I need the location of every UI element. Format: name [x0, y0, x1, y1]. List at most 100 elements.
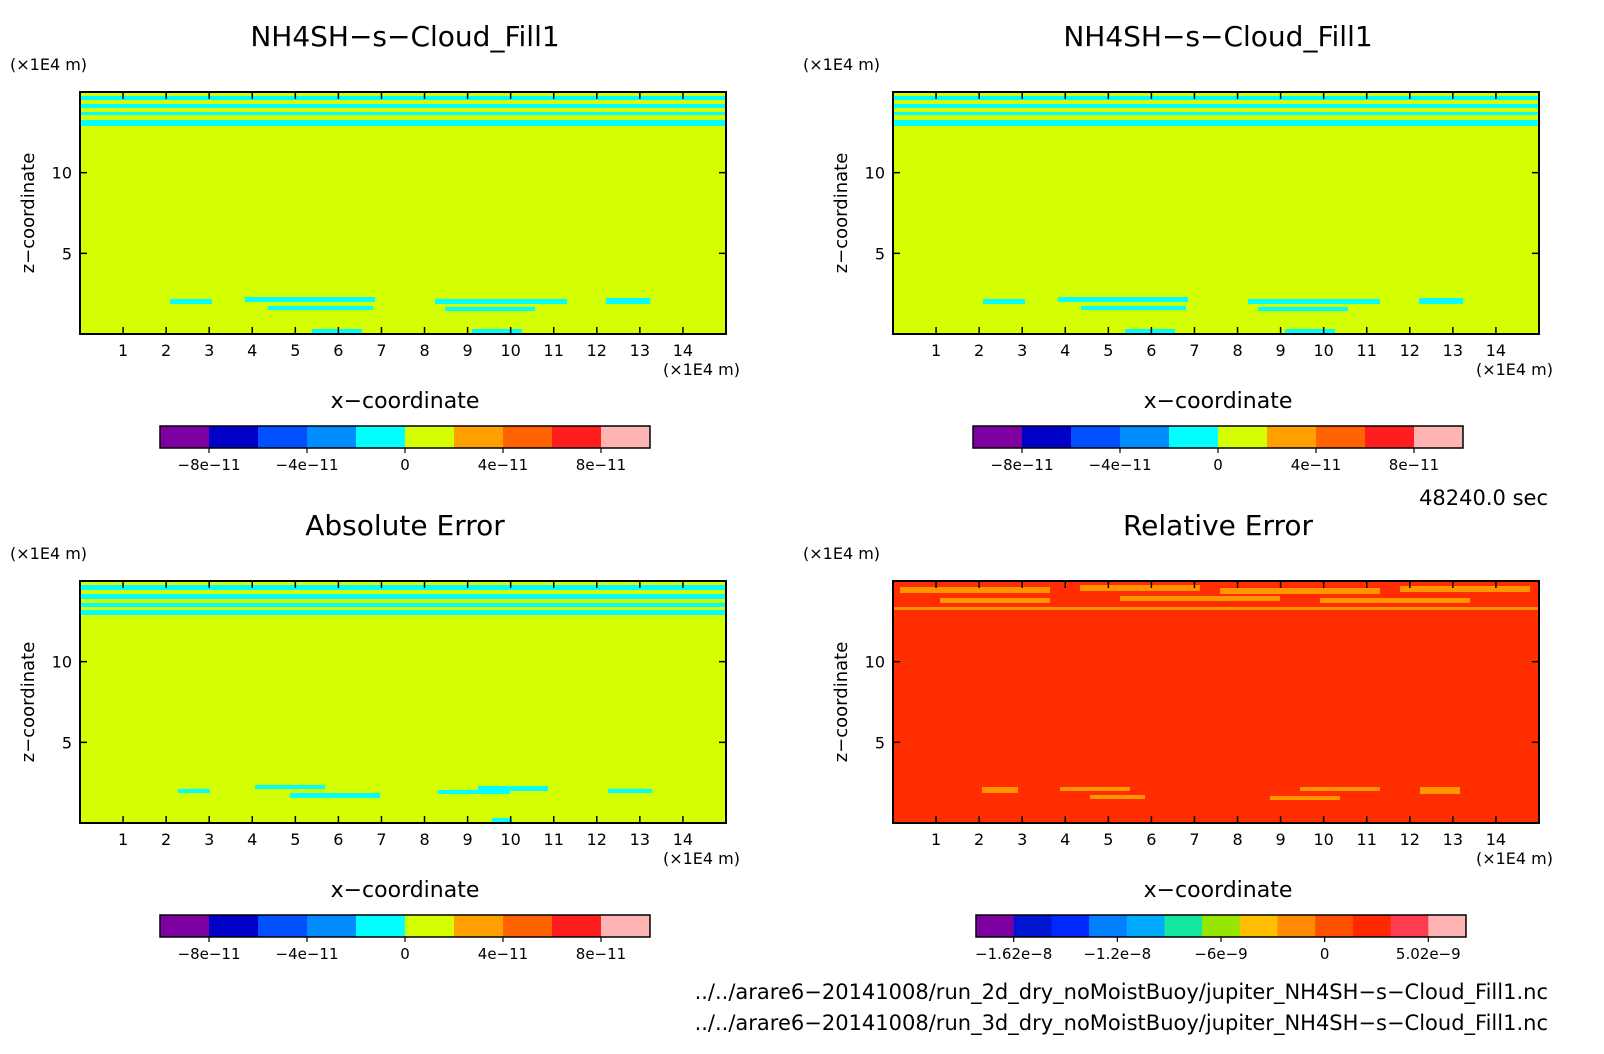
- colorbar-swatch: [976, 915, 1015, 937]
- pattern-band: [1320, 598, 1470, 603]
- pattern-band: [893, 96, 1539, 100]
- pattern-blob: [290, 793, 380, 798]
- y-tick-label: 10: [52, 164, 72, 183]
- pattern-band: [1220, 588, 1380, 594]
- y-tick-label: 10: [52, 653, 72, 672]
- pattern-blob: [445, 307, 535, 311]
- colorbar-swatch: [160, 915, 210, 937]
- colorbar-swatch: [973, 426, 1023, 448]
- x-axis-ticks: 1 2 3 4 5 6 7 8 9 10 11 12 13 14: [118, 830, 693, 849]
- x-tick-label: 11: [1357, 830, 1377, 849]
- colorbar-swatch: [1218, 426, 1268, 448]
- colorbar: −8e−11 −4e−11 0 4e−11 8e−11: [159, 914, 651, 963]
- colorbar-swatch: [1071, 426, 1121, 448]
- y-tick-label: 5: [62, 733, 72, 752]
- x-tick-label: 1: [931, 830, 941, 849]
- y-axis-ticks: 5 10: [52, 164, 72, 264]
- pattern-blob: [312, 329, 362, 334]
- y-tick-label: 5: [875, 244, 885, 263]
- colorbar: −8e−11 −4e−11 0 4e−11 8e−11: [159, 425, 651, 474]
- x-tick-label: 5: [290, 830, 300, 849]
- pattern-blob: [1081, 306, 1186, 310]
- x-tick-label: 13: [630, 830, 650, 849]
- colorbar-swatch: [307, 915, 357, 937]
- plot-frame: [892, 91, 1540, 335]
- colorbar: −8e−11 −4e−11 0 4e−11 8e−11: [972, 425, 1464, 474]
- x-tick-label: 2: [161, 341, 171, 360]
- colorbar-swatch: [1315, 915, 1354, 937]
- pattern-blob: [268, 306, 373, 310]
- field-background: [893, 92, 1539, 334]
- pattern-blob: [438, 790, 510, 794]
- pattern-blob: [606, 298, 650, 304]
- pattern-blob: [982, 787, 1018, 793]
- pattern-blob: [1125, 329, 1175, 334]
- colorbar-swatch: [1120, 426, 1170, 448]
- pattern-blob: [245, 297, 375, 302]
- x-tick-label: 12: [587, 830, 607, 849]
- x-tick-label: 9: [463, 341, 473, 360]
- colorbar-label: 4e−11: [1291, 456, 1341, 474]
- panel-bottom-right: Relative Error (×1E4 m): [803, 509, 1553, 963]
- colorbar-label: 0: [400, 945, 410, 963]
- colorbar-swatch: [601, 426, 651, 448]
- colorbar-label: 4e−11: [478, 945, 528, 963]
- x-tick-label: 7: [376, 341, 386, 360]
- x-tick-label: 14: [1486, 341, 1506, 360]
- colorbar-label: −4e−11: [276, 945, 339, 963]
- pattern-blob: [170, 299, 212, 304]
- y-tick-label: 5: [62, 244, 72, 263]
- pattern-blob: [1258, 307, 1348, 311]
- x-tick-label: 13: [1443, 341, 1463, 360]
- pattern-band: [80, 120, 726, 126]
- y-unit-label: (×1E4 m): [803, 55, 880, 74]
- colorbar-label: −4e−11: [276, 456, 339, 474]
- x-tick-label: 14: [673, 341, 693, 360]
- colorbar-swatch: [307, 426, 357, 448]
- y-axis-label: z−coordinate: [18, 642, 39, 763]
- colorbar-label: 8e−11: [576, 456, 626, 474]
- x-tick-label: 11: [1357, 341, 1377, 360]
- field-pattern: [893, 96, 1539, 334]
- x-tick-label: 8: [1232, 341, 1242, 360]
- x-tick-label: 13: [630, 341, 650, 360]
- pattern-band: [80, 603, 726, 607]
- x-tick-label: 14: [673, 830, 693, 849]
- pattern-band: [80, 112, 726, 115]
- y-axis-ticks: 5 10: [865, 164, 885, 264]
- plot-area: [893, 92, 1539, 334]
- time-label: 48240.0 sec: [1419, 486, 1548, 510]
- y-unit-label: (×1E4 m): [10, 55, 87, 74]
- x-tick-label: 2: [161, 830, 171, 849]
- y-axis-ticks: 5 10: [52, 653, 72, 753]
- x-axis-label: x−coordinate: [1144, 878, 1293, 903]
- pattern-blob: [1285, 329, 1335, 334]
- x-tick-label: 5: [1103, 830, 1113, 849]
- field-pattern: [80, 96, 726, 334]
- colorbar-swatch: [1267, 426, 1317, 448]
- pattern-band: [1400, 586, 1530, 592]
- pattern-blob: [492, 818, 512, 823]
- pattern-band: [80, 585, 726, 590]
- colorbar-swatch: [503, 426, 553, 448]
- pattern-band: [893, 120, 1539, 126]
- pattern-blob: [1270, 796, 1340, 800]
- x-tick-label: 12: [1400, 341, 1420, 360]
- colorbar-swatch: [356, 915, 406, 937]
- x-tick-label: 8: [1232, 830, 1242, 849]
- colorbar-swatch: [552, 426, 602, 448]
- y-unit-label: (×1E4 m): [10, 544, 87, 563]
- colorbar-swatch: [405, 426, 455, 448]
- colorbar-swatch: [601, 915, 651, 937]
- x-axis-label: x−coordinate: [1144, 389, 1293, 414]
- x-tick-label: 5: [1103, 341, 1113, 360]
- colorbar-swatch: [1169, 426, 1219, 448]
- colorbar-swatch: [1164, 915, 1203, 937]
- pattern-blob: [178, 789, 210, 793]
- colorbar-swatch: [160, 426, 210, 448]
- colorbar-label: −8e−11: [178, 456, 241, 474]
- colorbar-swatch: [1352, 915, 1392, 937]
- x-tick-label: 8: [419, 341, 429, 360]
- plot-frame: [79, 580, 727, 824]
- y-axis-label: z−coordinate: [18, 153, 39, 274]
